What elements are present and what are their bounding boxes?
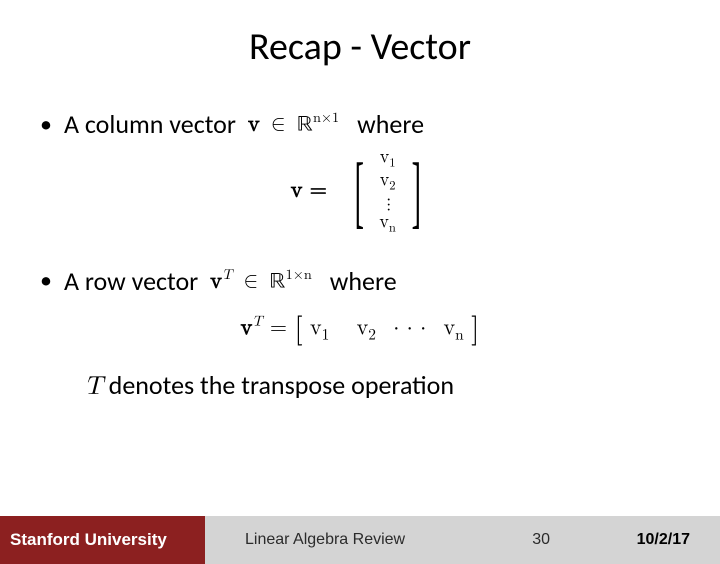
col-vector-membership: v ∈ ℝn×1	[248, 109, 339, 139]
bullet-dot-icon: •	[40, 110, 52, 139]
row-vector-equation: vT = [ v1 v2 · · · vn ]	[40, 311, 680, 347]
bullet1-where: where	[357, 108, 424, 140]
footer-date: 10/2/17	[637, 531, 690, 549]
bullet2-where: where	[330, 265, 397, 297]
footer-page-number: 30	[532, 531, 550, 549]
transpose-note: T denotes the transpose operation	[40, 369, 680, 403]
row-vector-membership: vT ∈ ℝ1×n	[210, 266, 312, 296]
bullet-column-vector: • A column vector v ∈ ℝn×1 where	[40, 108, 680, 140]
footer-course: Linear Algebra Review	[245, 531, 405, 549]
bullet-row-vector: • A row vector vT ∈ ℝ1×n where	[40, 265, 680, 297]
column-vector-equation: v = [ v1 v2 ⋮ vn ]	[40, 148, 680, 237]
slide-content: • A column vector v ∈ ℝn×1 where v = [ v…	[0, 108, 720, 403]
bullet-dot-icon: •	[40, 266, 52, 295]
slide-footer: Stanford University Linear Algebra Revie…	[0, 516, 720, 564]
bullet2-text: A row vector	[64, 265, 198, 297]
bullet1-text: A column vector	[64, 108, 236, 140]
slide-title: Recap - Vector	[0, 24, 720, 70]
footer-university: Stanford University	[0, 516, 205, 564]
footer-bar: Linear Algebra Review 30 10/2/17	[205, 516, 720, 564]
